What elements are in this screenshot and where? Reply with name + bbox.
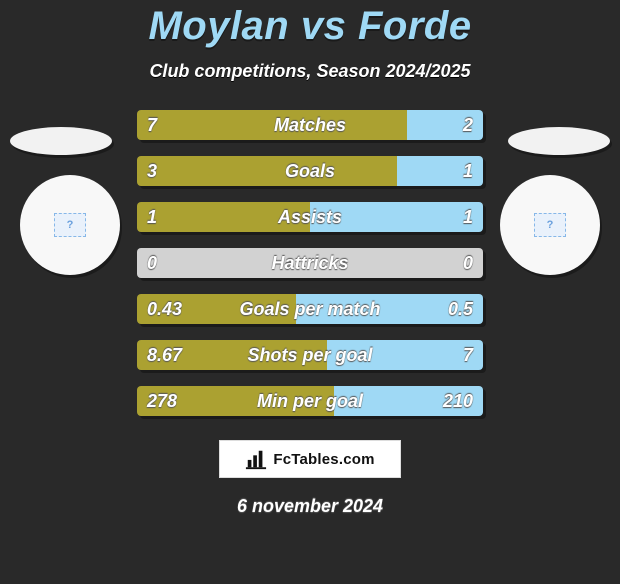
stat-row: 72Matches bbox=[137, 110, 483, 140]
placeholder-image-icon: ? bbox=[54, 213, 86, 237]
stat-row: 0.430.5Goals per match bbox=[137, 294, 483, 324]
stat-label: Hattricks bbox=[137, 248, 483, 278]
stat-label: Goals bbox=[137, 156, 483, 186]
stat-row: 278210Min per goal bbox=[137, 386, 483, 416]
date: 6 november 2024 bbox=[0, 496, 620, 517]
placeholder-glyph: ? bbox=[547, 219, 554, 231]
placeholder-image-icon: ? bbox=[534, 213, 566, 237]
brand-box: FcTables.com bbox=[219, 440, 401, 478]
comparison-bars: 72Matches 31Goals 11Assists 00Hattricks 0.43… bbox=[137, 110, 483, 416]
stat-row: 11Assists bbox=[137, 202, 483, 232]
club-logo-left: ? bbox=[20, 175, 120, 275]
stat-row: 8.677Shots per goal bbox=[137, 340, 483, 370]
subtitle: Club competitions, Season 2024/2025 bbox=[0, 61, 620, 82]
stat-label: Min per goal bbox=[137, 386, 483, 416]
placeholder-glyph: ? bbox=[67, 219, 74, 231]
bar-chart-icon bbox=[245, 448, 267, 470]
stat-label: Goals per match bbox=[137, 294, 483, 324]
stat-label: Shots per goal bbox=[137, 340, 483, 370]
brand-text: FcTables.com bbox=[273, 451, 374, 468]
stat-row: 31Goals bbox=[137, 156, 483, 186]
stat-row: 00Hattricks bbox=[137, 248, 483, 278]
stat-label: Assists bbox=[137, 202, 483, 232]
flag-right bbox=[508, 127, 610, 155]
flag-left bbox=[10, 127, 112, 155]
page-title: Moylan vs Forde bbox=[0, 4, 620, 49]
club-logo-right: ? bbox=[500, 175, 600, 275]
stat-label: Matches bbox=[137, 110, 483, 140]
